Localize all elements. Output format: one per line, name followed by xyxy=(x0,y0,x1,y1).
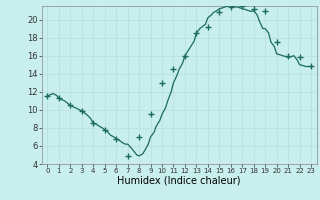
X-axis label: Humidex (Indice chaleur): Humidex (Indice chaleur) xyxy=(117,176,241,186)
